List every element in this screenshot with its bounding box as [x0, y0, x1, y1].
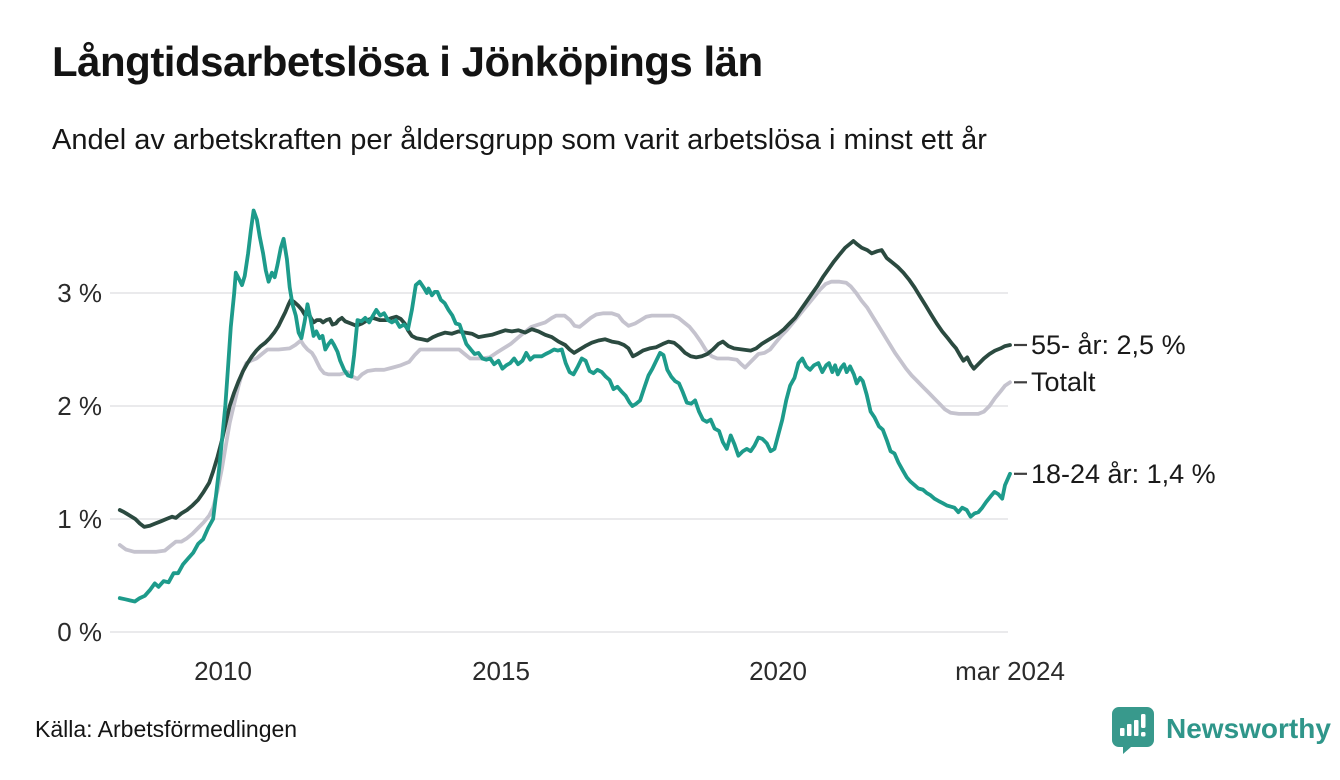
series-line-55-r: [117, 239, 1012, 529]
newsworthy-wordmark: Newsworthy: [1166, 713, 1331, 744]
y-tick-label: 2 %: [57, 391, 102, 421]
y-tick-label: 1 %: [57, 504, 102, 534]
y-tick-label: 0 %: [57, 617, 102, 647]
page-title: Långtidsarbetslösa i Jönköpings län: [52, 38, 763, 85]
series-line-18-24-r: [117, 208, 1012, 604]
x-tick-label: 2010: [194, 656, 252, 686]
source-note: Källa: Arbetsförmedlingen: [35, 716, 298, 742]
newsworthy-logo-icon: [1112, 707, 1154, 754]
series-line-totalt: [117, 279, 1012, 554]
series-end-label: 18-24 år: 1,4 %: [1031, 458, 1216, 489]
series-end-label: 55- år: 2,5 %: [1031, 329, 1186, 360]
y-tick-label: 3 %: [57, 278, 102, 308]
x-tick-label: 2015: [472, 656, 530, 686]
x-tick-label: mar 2024: [955, 656, 1065, 686]
x-tick-label: 2020: [749, 656, 807, 686]
newsworthy-brand: Newsworthy: [1110, 704, 1331, 754]
page-subtitle: Andel av arbetskraften per åldersgrupp s…: [52, 124, 987, 156]
series-end-label: Totalt: [1031, 367, 1096, 398]
